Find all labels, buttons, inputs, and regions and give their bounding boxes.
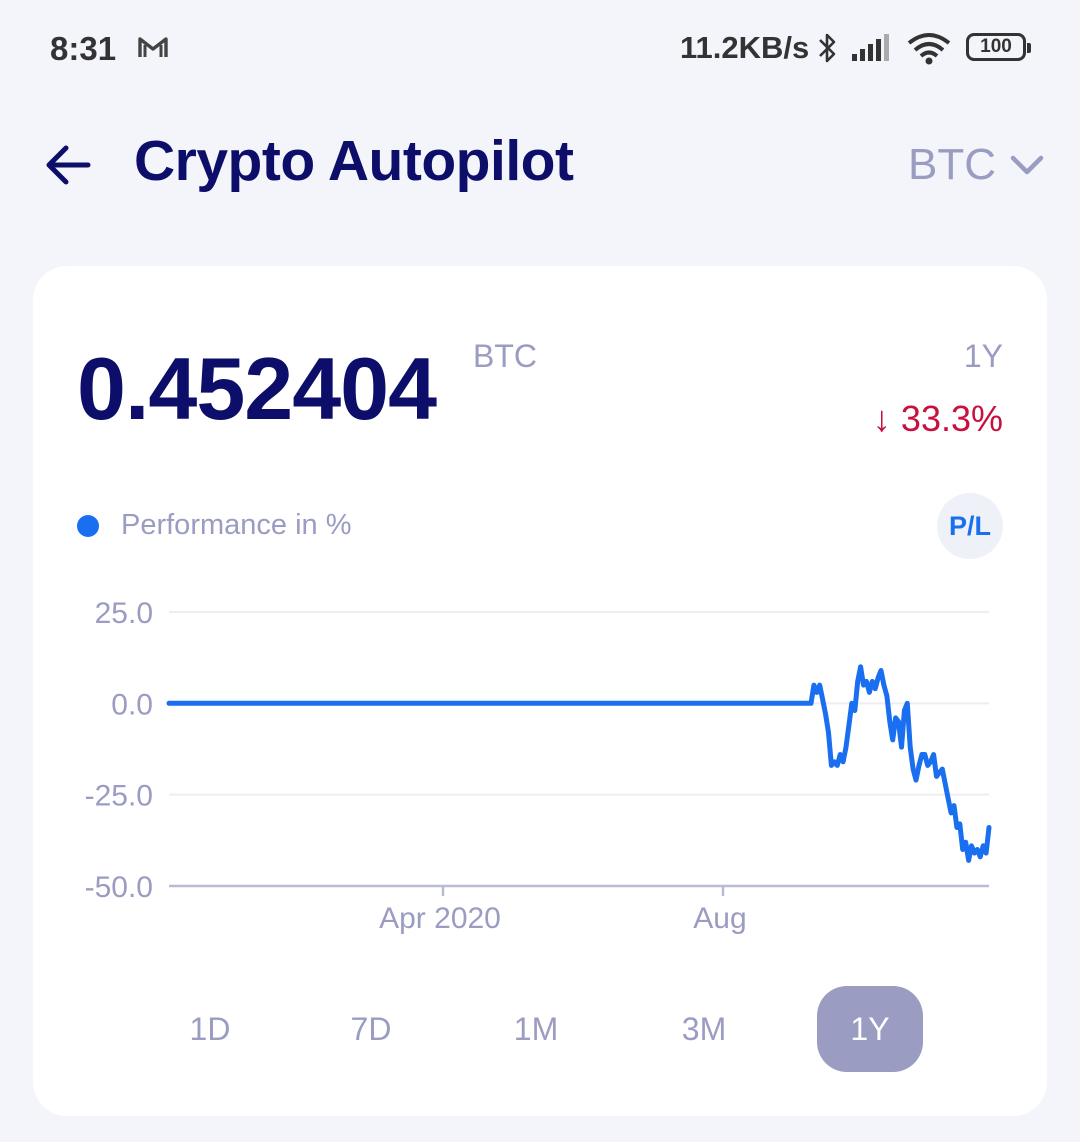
chevron-down-icon: [1010, 155, 1044, 175]
balance-value: 0.452404: [77, 339, 437, 438]
balance-unit: BTC: [473, 338, 537, 374]
status-time: 8:31: [50, 30, 117, 67]
coin-selector[interactable]: BTC: [908, 140, 1044, 190]
coin-selector-label: BTC: [908, 140, 996, 189]
gmail-icon: [138, 37, 168, 57]
tab-3m[interactable]: 3M: [681, 1011, 727, 1047]
period-tabs: 1D 7D 1M 3M 1Y: [157, 986, 967, 1074]
y-tick-label: -25.0: [85, 780, 153, 813]
tab-7d[interactable]: 7D: [350, 1011, 392, 1047]
bluetooth-icon: [819, 33, 836, 63]
change-percent: ↓ 33.3%: [872, 398, 1003, 439]
battery-icon: 100: [966, 33, 1031, 61]
back-arrow-icon[interactable]: [44, 140, 94, 190]
legend-dot-icon: [77, 515, 99, 537]
y-tick-label: 25.0: [95, 597, 153, 630]
legend-label: Performance in %: [121, 509, 352, 541]
status-bar: 8:31 11.2KB/s 100: [0, 0, 1080, 100]
battery-level: 100: [980, 36, 1012, 57]
x-tick-label: Apr 2020: [379, 902, 501, 935]
page-title: Crypto Autopilot: [134, 129, 574, 193]
x-tick-label: Aug: [693, 902, 746, 935]
performance-card: 0.452404 BTC 1Y ↓ 33.3% Performance in %…: [33, 266, 1047, 1116]
period-label: 1Y: [963, 338, 1003, 374]
tab-1m[interactable]: 1M: [513, 1011, 559, 1047]
y-tick-label: 0.0: [111, 688, 153, 721]
performance-series-line: [166, 664, 992, 863]
performance-chart: 25.0 0.0 -25.0 -50.0 Apr 2020 Aug: [85, 597, 992, 935]
signal-icon: [852, 34, 889, 61]
network-speed: 11.2KB/s: [680, 30, 810, 65]
tab-1d[interactable]: 1D: [189, 1011, 231, 1047]
y-tick-label: -50.0: [85, 871, 153, 904]
pl-toggle-button[interactable]: P/L: [937, 493, 1003, 559]
tab-1y[interactable]: 1Y: [817, 986, 923, 1072]
wifi-icon: [907, 33, 951, 65]
